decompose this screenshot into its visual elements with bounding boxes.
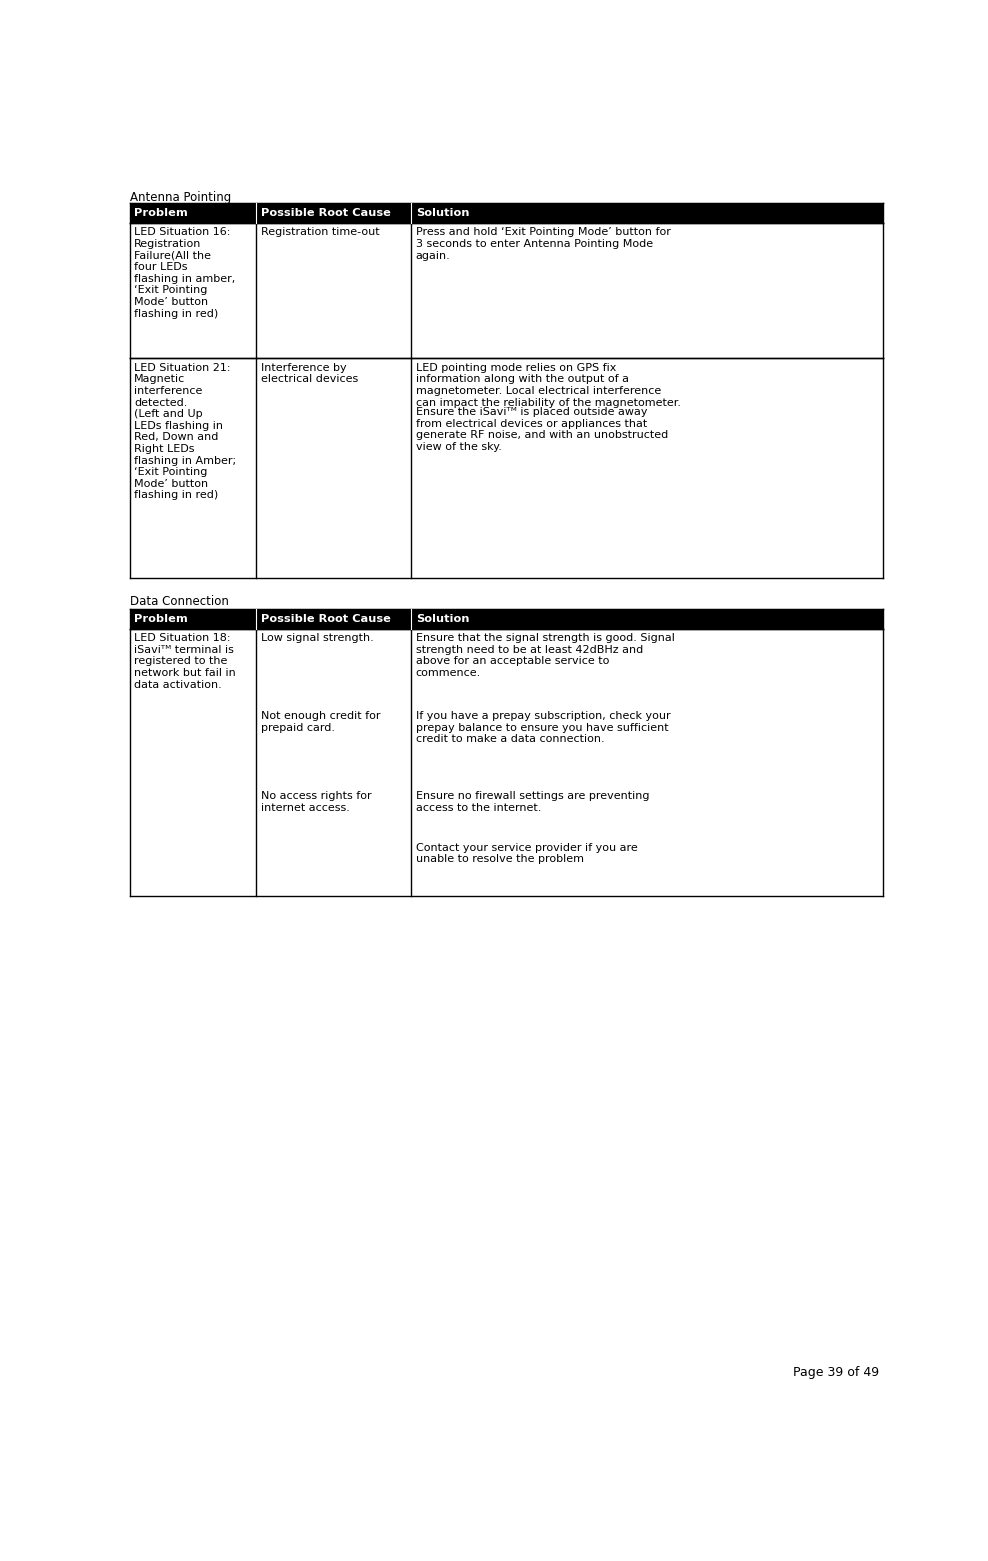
Text: Problem: Problem (134, 208, 188, 217)
Text: Problem: Problem (134, 613, 188, 623)
Text: Solution: Solution (416, 613, 469, 623)
Text: Ensure that the signal strength is good. Signal
strength need to be at least 42d: Ensure that the signal strength is good.… (416, 634, 675, 677)
Text: LED Situation 18:
iSaviᵀᴹ terminal is
registered to the
network but fail in
data: LED Situation 18: iSaviᵀᴹ terminal is re… (134, 634, 236, 690)
Text: If you have a prepay subscription, check your
prepay balance to ensure you have : If you have a prepay subscription, check… (416, 710, 670, 745)
Text: LED pointing mode relies on GPS fix
information along with the output of a
magne: LED pointing mode relies on GPS fix info… (416, 362, 681, 407)
Text: LED Situation 21:
Magnetic
interference
detected.
(Left and Up
LEDs flashing in
: LED Situation 21: Magnetic interference … (134, 362, 236, 501)
Bar (129, 609, 883, 629)
Text: Possible Root Cause: Possible Root Cause (261, 613, 390, 623)
Text: Data Connection: Data Connection (129, 595, 228, 609)
Text: Registration time-out: Registration time-out (261, 228, 379, 237)
Text: Contact your service provider if you are
unable to resolve the problem: Contact your service provider if you are… (416, 843, 637, 865)
Text: Ensure the iSaviᵀᴹ is placed outside away
from electrical devices or appliances : Ensure the iSaviᵀᴹ is placed outside awa… (416, 407, 668, 451)
Text: Antenna Pointing: Antenna Pointing (129, 190, 231, 204)
Text: LED Situation 16:
Registration
Failure(All the
four LEDs
flashing in amber,
‘Exi: LED Situation 16: Registration Failure(A… (134, 228, 235, 318)
Text: Interference by
electrical devices: Interference by electrical devices (261, 362, 358, 384)
Text: No access rights for
internet access.: No access rights for internet access. (261, 791, 371, 813)
Text: Possible Root Cause: Possible Root Cause (261, 208, 390, 217)
Bar (129, 203, 883, 223)
Text: Low signal strength.: Low signal strength. (261, 634, 373, 643)
Text: Ensure no firewall settings are preventing
access to the internet.: Ensure no firewall settings are preventi… (416, 791, 649, 813)
Text: Solution: Solution (416, 208, 469, 217)
Text: Not enough credit for
prepaid card.: Not enough credit for prepaid card. (261, 710, 380, 732)
Text: Page 39 of 49: Page 39 of 49 (793, 1366, 879, 1380)
Text: Press and hold ‘Exit Pointing Mode’ button for
3 seconds to enter Antenna Pointi: Press and hold ‘Exit Pointing Mode’ butt… (416, 228, 671, 261)
